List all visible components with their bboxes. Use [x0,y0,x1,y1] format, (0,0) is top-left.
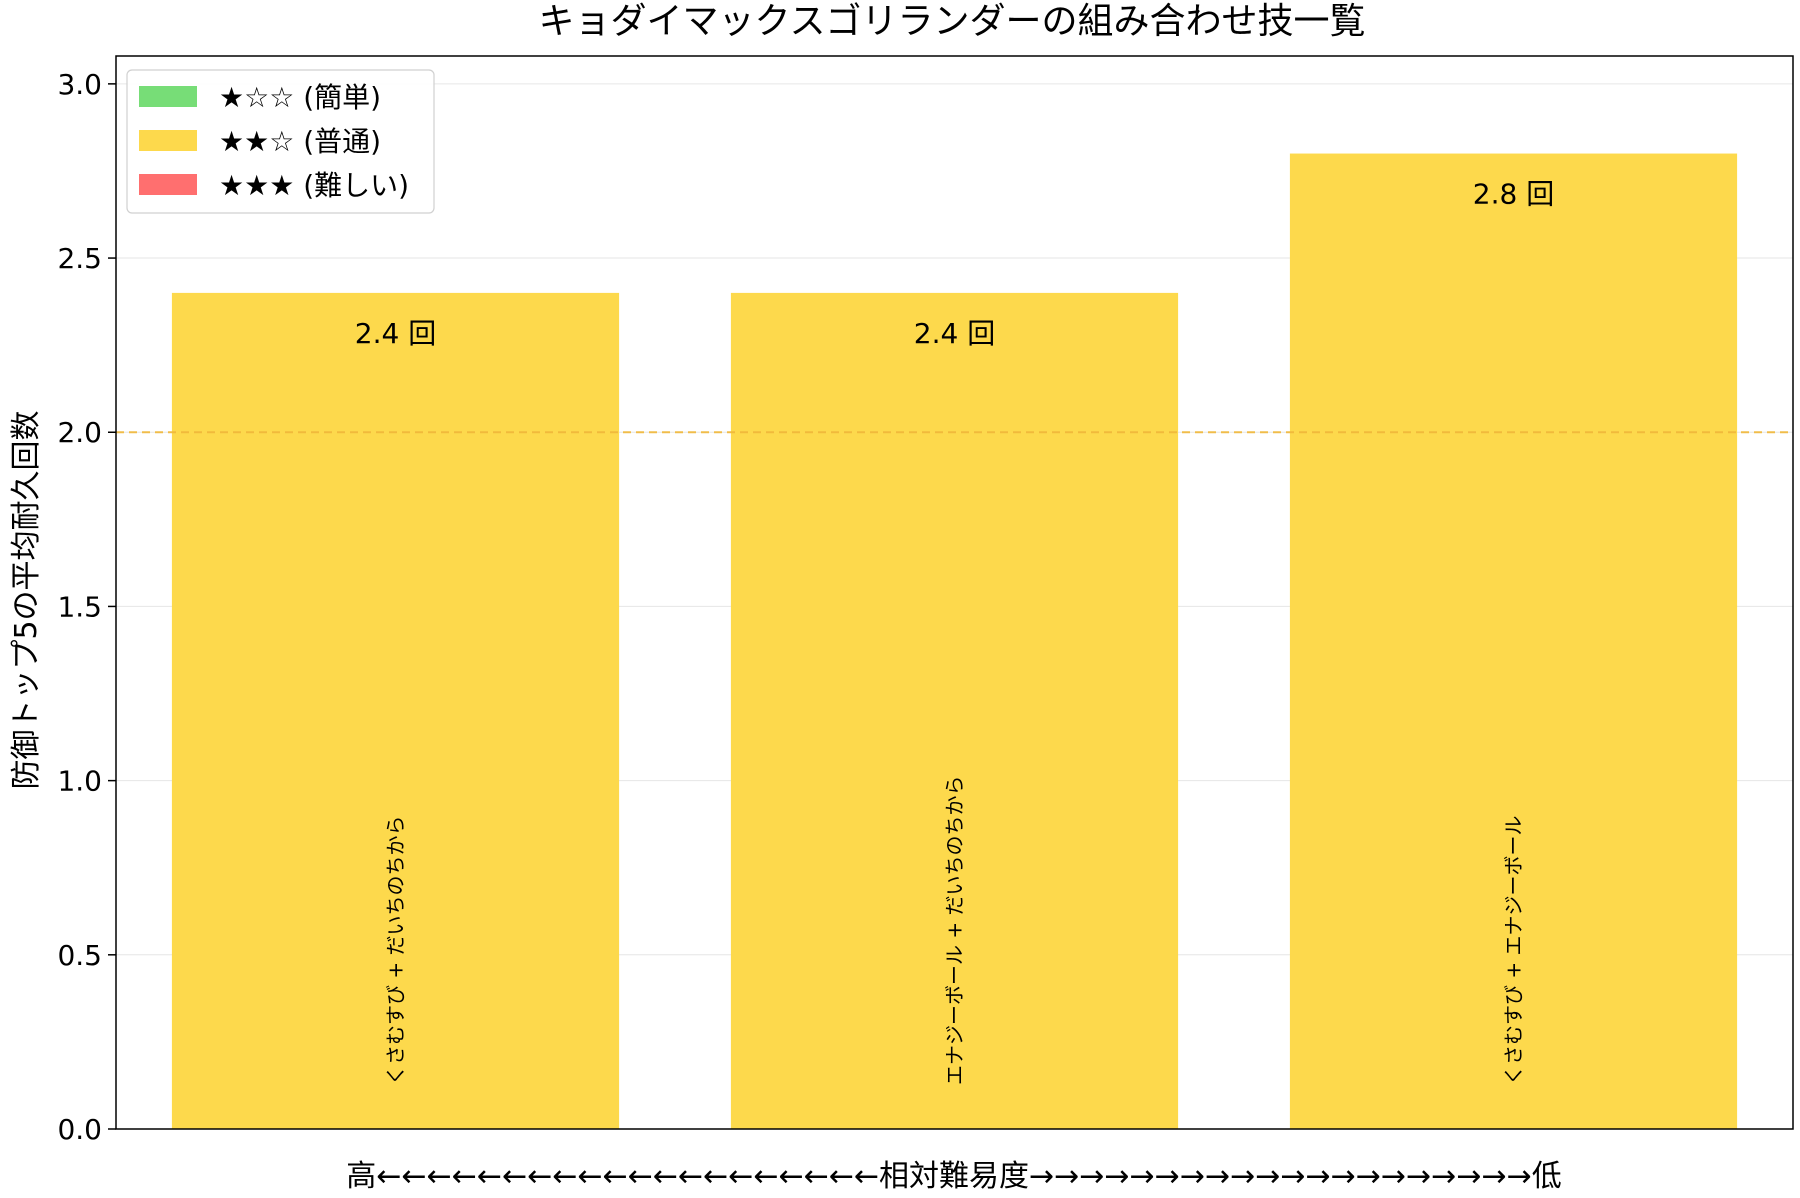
plot-frame [115,55,1794,1130]
bar-value-label: 2.4 回 [355,317,436,350]
legend-box [126,69,435,214]
legend-label: ★★☆ (普通) [219,125,381,158]
y-tick-label: 1.0 [57,765,102,798]
y-tick-label: 1.5 [57,590,102,623]
y-tick-label: 2.0 [57,416,102,449]
axes [115,55,1794,1130]
legend-swatch [139,86,197,107]
bar [1289,153,1738,1129]
x-axis-label: 高←←←←←←←←←←←←←←←←←←←←相対難易度→→→→→→→→→→→→→→… [346,1159,1561,1194]
y-ticks: 0.0 0.5 1.0 1.5 2.0 2.5 3.0 [57,68,116,1146]
legend-swatch [139,174,197,195]
bar-value-label: 2.4 回 [914,317,995,350]
y-tick-label: 0.5 [57,939,102,972]
bar-category-label: くさむすび + だいちのちから [384,816,408,1085]
legend: ★☆☆ (簡単) ★★☆ (普通) ★★★ (難しい) [126,69,435,214]
legend-label: ★★★ (難しい) [219,169,409,202]
bar-category-label: くさむすび + エナジーボール [1502,816,1526,1085]
legend-swatch [139,130,197,151]
legend-label: ★☆☆ (簡単) [219,81,381,114]
y-tick-label: 2.5 [57,242,102,275]
bar-category-label: エナジーボール + だいちのちから [943,776,967,1085]
bar-value-label: 2.8 回 [1473,178,1554,211]
y-axis-label: 防御トップ5の平均耐久回数 [9,410,44,789]
chart-title: キョダイマックスゴリランダーの組み合わせ技一覧 [539,1,1366,42]
y-tick-label: 3.0 [57,68,102,101]
y-tick-label: 0.0 [57,1113,102,1146]
